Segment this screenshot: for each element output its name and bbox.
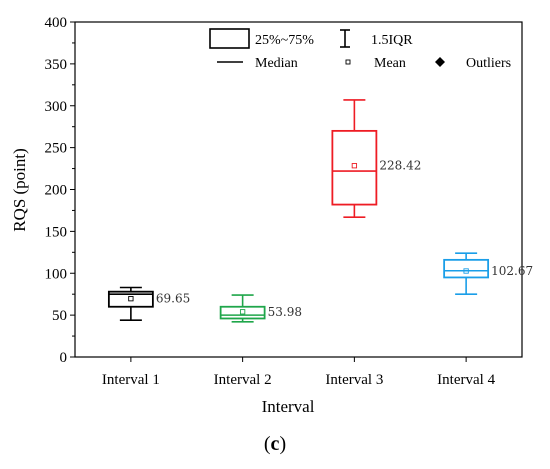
legend-box-label: 25%~75%	[255, 33, 314, 48]
legend-whisker-label: 1.5IQR	[371, 33, 413, 48]
box-4: 102.67	[443, 252, 533, 295]
iqr-box	[107, 290, 154, 308]
box-3: 228.42	[331, 99, 421, 218]
mean-value-label: 102.67	[491, 264, 533, 278]
y-tick-label: 150	[45, 224, 68, 240]
legend-box-swatch	[209, 28, 250, 49]
x-tick-label: Interval 4	[437, 372, 495, 388]
y-tick-label: 50	[52, 308, 67, 324]
panel-label: (c)	[263, 433, 287, 455]
x-axis-title: Interval	[262, 397, 315, 416]
legend-outlier-swatch	[435, 57, 445, 67]
legend-median-label: Median	[255, 56, 298, 71]
y-tick-label: 400	[45, 15, 68, 31]
mean-marker	[463, 268, 469, 274]
panel-letter: c	[270, 433, 280, 455]
legend-outliers-label: Outliers	[466, 56, 511, 71]
mean-value-label: 228.42	[379, 159, 421, 173]
y-tick-label: 300	[45, 99, 68, 115]
legend-mean-label: Mean	[374, 56, 406, 71]
y-tick-label: 350	[45, 57, 68, 73]
box-2: 53.98	[219, 294, 302, 323]
box-1: 69.65	[107, 286, 190, 321]
mean-marker	[351, 163, 358, 169]
iqr-box	[219, 305, 266, 320]
y-tick-label: 100	[45, 266, 68, 282]
mean-value-label: 53.98	[268, 305, 302, 319]
legend-mean-swatch	[345, 59, 351, 65]
x-tick-label: Interval 2	[214, 372, 272, 388]
y-tick-label: 250	[45, 141, 68, 157]
x-tick-label: Interval 1	[102, 372, 160, 388]
mean-marker	[239, 309, 246, 315]
mean-marker	[128, 296, 134, 302]
axes: 0 50 100 150 200 250 300 350 400 Interval 1 Interv…	[45, 15, 523, 388]
y-tick-label: 200	[45, 183, 68, 199]
y-tick-label: 0	[60, 350, 68, 366]
legend: 25%~75% 1.5IQR Median Mean Outliers	[209, 28, 511, 71]
y-axis-title: RQS (point)	[10, 148, 29, 232]
x-tick-label: Interval 3	[325, 372, 383, 388]
boxes-group: 69.65 53.98 228.42 102.67	[107, 99, 533, 323]
mean-value-label: 69.65	[156, 292, 190, 306]
